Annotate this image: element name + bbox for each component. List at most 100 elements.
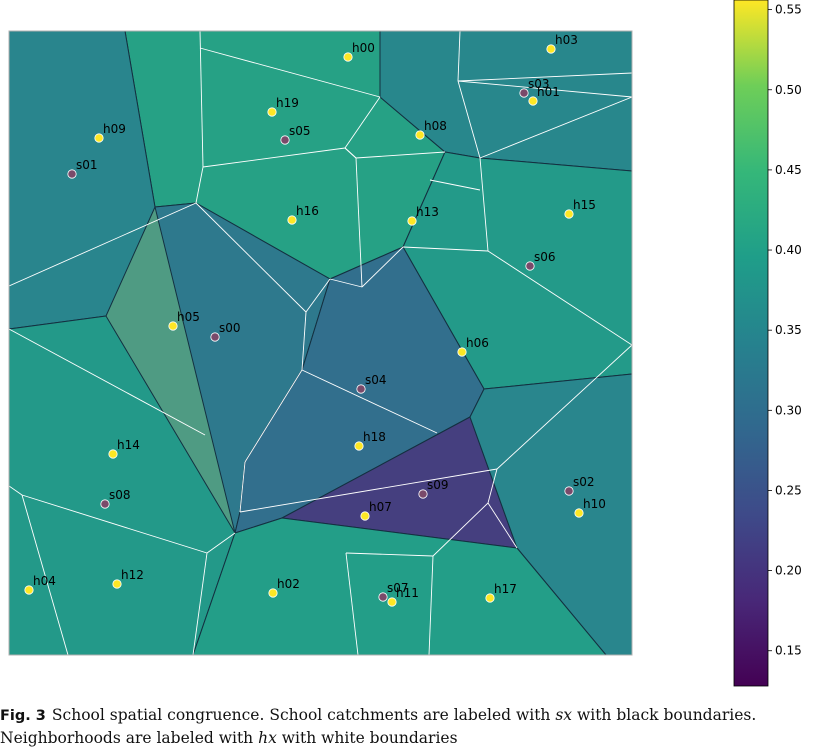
neighborhood-boundary (402, 246, 489, 252)
neighborhood-point-h17 (485, 593, 495, 603)
neighborhood-label-h01: h01 (537, 85, 560, 99)
neighborhood-label-h16: h16 (296, 204, 319, 218)
neighborhood-label-h18: h18 (363, 430, 386, 444)
neighborhood-point-h16 (287, 215, 297, 225)
neighborhood-boundary (301, 369, 438, 434)
neighborhood-boundary (199, 47, 381, 98)
neighborhood-point-h14 (108, 449, 118, 459)
neighborhood-point-h15 (564, 209, 574, 219)
neighborhood-boundary (202, 147, 346, 168)
neighborhood-boundary (457, 80, 632, 98)
neighborhood-label-h11: h11 (396, 586, 419, 600)
neighborhood-boundary (457, 80, 481, 159)
map-points: h00 h01 h02 h03 h04 h05 h06 h07 h08 h09 h10 h11 h12 h… (24, 33, 606, 607)
neighborhood-boundary (239, 461, 246, 513)
caption-text-b: with black boundaries. Neighborhoods are… (0, 706, 757, 747)
neighborhood-label-h19: h19 (276, 96, 299, 110)
caption-math-h: hx (258, 729, 277, 747)
school-label-s09: s09 (427, 478, 449, 492)
caption-text-a: School spatial congruence. School catchm… (51, 706, 556, 724)
colorbar: 0.15 0.20 0.25 0.30 0.35 0.40 0.45 0.50 0.55 (733, 0, 802, 687)
catchment-s07 (192, 517, 607, 655)
plot-frame (8, 30, 633, 656)
neighborhood-label-h00: h00 (352, 41, 375, 55)
neighborhood-point-h19 (267, 107, 277, 117)
colorbar-tick-label: 0.55 (775, 3, 802, 17)
neighborhood-boundary (195, 202, 307, 313)
neighborhood-point-h13 (407, 216, 417, 226)
neighborhood-label-h02: h02 (277, 577, 300, 591)
neighborhood-label-h15: h15 (573, 198, 596, 212)
school-label-s03: s03 (528, 77, 550, 91)
neighborhood-boundary (301, 311, 307, 371)
school-point-s01 (67, 169, 77, 179)
neighborhood-boundary (239, 468, 498, 513)
colorbar-tick-label: 0.30 (775, 403, 802, 417)
caption-label: Fig. 3 (0, 708, 46, 724)
school-point-s06 (525, 261, 535, 271)
neighborhood-boundary (487, 250, 632, 346)
neighborhood-point-h02 (268, 588, 278, 598)
school-point-s04 (356, 384, 366, 394)
neighborhood-label-h12: h12 (121, 568, 144, 582)
neighborhood-point-h00 (343, 52, 353, 62)
school-point-s02 (564, 486, 574, 496)
neighborhood-label-h10: h10 (583, 497, 606, 511)
neighborhood-boundary (429, 179, 481, 191)
neighborhood-point-h08 (415, 130, 425, 140)
neighborhood-boundary (199, 31, 204, 168)
school-label-s05: s05 (289, 124, 311, 138)
catchment-s01 (9, 31, 156, 330)
neighborhood-boundary (305, 278, 331, 313)
neighborhood-label-h17: h17 (494, 582, 517, 596)
neighborhood-label-h14: h14 (117, 438, 140, 452)
neighborhood-boundary (21, 494, 208, 554)
neighborhood-boundary (244, 369, 303, 463)
neighborhood-boundary (496, 344, 632, 470)
neighborhood-boundary (361, 246, 404, 288)
catchment-s02 (469, 373, 632, 655)
school-label-s08: s08 (109, 488, 131, 502)
caption-text-c: with white boundaries (276, 729, 458, 747)
neighborhood-point-h03 (546, 44, 556, 54)
school-point-s05 (280, 135, 290, 145)
neighborhood-label-h08: h08 (424, 119, 447, 133)
neighborhood-label-h13: h13 (416, 205, 439, 219)
neighborhood-boundary (9, 328, 206, 436)
neighborhood-boundary (192, 552, 208, 655)
neighborhood-boundary (479, 96, 632, 159)
colorbar-gradient (733, 0, 769, 687)
neighborhood-boundaries (9, 31, 632, 655)
school-point-s00 (210, 332, 220, 342)
neighborhood-boundary (344, 147, 446, 159)
neighborhood-label-h03: h03 (555, 33, 578, 47)
neighborhood-boundary (355, 157, 363, 288)
neighborhood-point-h10 (574, 508, 584, 518)
map-plot-area: h00 h01 h02 h03 h04 h05 h06 h07 h08 h09 h10 h11 h12 h… (8, 30, 633, 656)
neighborhood-boundary (432, 502, 489, 557)
neighborhood-point-h04 (24, 585, 34, 595)
school-point-s03 (519, 88, 529, 98)
neighborhood-point-h06 (457, 347, 467, 357)
school-point-s08 (100, 499, 110, 509)
colorbar-tick-label: 0.50 (775, 83, 802, 97)
school-label-s04: s04 (365, 373, 387, 387)
neighborhood-point-h01 (528, 96, 538, 106)
school-point-s09 (418, 489, 428, 499)
neighborhood-boundary (9, 202, 197, 287)
neighborhood-boundary (479, 157, 489, 252)
neighborhood-boundary (457, 72, 632, 82)
neighborhood-boundary (21, 494, 69, 655)
neighborhood-boundary (345, 552, 434, 557)
neighborhood-point-h18 (354, 441, 364, 451)
school-label-s06: s06 (534, 250, 556, 264)
school-point-s07 (378, 592, 388, 602)
neighborhood-boundary (428, 555, 434, 655)
neighborhood-point-h07 (360, 511, 370, 521)
neighborhood-point-h09 (94, 133, 104, 143)
school-label-s01: s01 (76, 158, 98, 172)
school-label-s07: s07 (387, 581, 409, 595)
neighborhood-boundary (457, 31, 461, 82)
colorbar-tick-label: 0.15 (775, 644, 802, 658)
figure-canvas: h00 h01 h02 h03 h04 h05 h06 h07 h08 h09 h10 h11 h12 h… (8, 0, 802, 687)
